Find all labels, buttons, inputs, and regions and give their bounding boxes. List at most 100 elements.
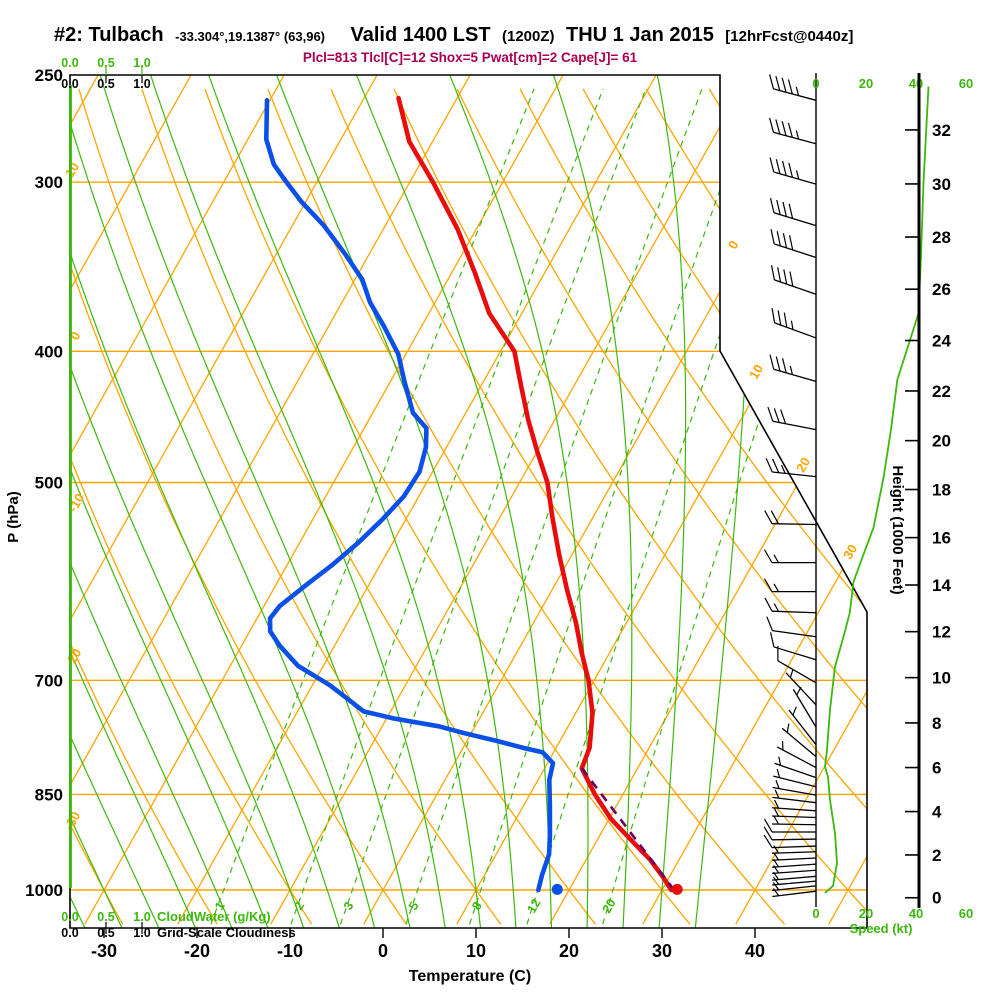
cloudwater-scale-top: 0.0: [61, 56, 78, 70]
moist-adiabat-line: [694, 75, 753, 928]
wind-barb-feather: [777, 310, 782, 326]
wind-barb-feather: [763, 834, 773, 848]
dry-adiabat-line: [708, 88, 867, 925]
moist-adiabat-line: [94, 75, 411, 928]
wind-barb-feather: [770, 265, 775, 281]
wind-barb: [771, 308, 817, 339]
height-tick-label: 32: [932, 121, 951, 140]
wind-barb-half-feather: [775, 779, 780, 789]
wind-barb-shaft: [771, 838, 817, 841]
wind-barb-shaft: [772, 629, 817, 638]
pressure-tick-label: 700: [35, 671, 63, 690]
surface-dots: [551, 883, 683, 895]
wind-barb-half-feather: [789, 668, 794, 678]
wind-barb-shaft: [772, 863, 817, 868]
wind-barb-feather: [767, 406, 774, 422]
wind-barb-feather: [775, 75, 781, 91]
wind-barb-feather: [769, 157, 775, 173]
wind-barb-half-feather: [792, 706, 797, 716]
wind-barb: [772, 845, 817, 854]
wind-barb-shaft: [772, 875, 817, 881]
wind-barb: [777, 645, 817, 684]
wind-barb-shaft: [772, 869, 817, 874]
wind-barb-shaft: [772, 857, 817, 861]
wind-barb-shaft: [792, 689, 817, 728]
moist-adiabat-line: [70, 75, 197, 928]
wind-barb-half-feather: [773, 865, 780, 874]
wind-barb-half-feather: [789, 365, 794, 375]
plot-border: [69, 74, 868, 929]
wind-barb-half-feather: [773, 815, 780, 825]
wind-barb-shaft: [773, 212, 817, 227]
pressure-tick-label: 500: [35, 474, 63, 493]
wind-barb-feather: [769, 117, 775, 133]
wind-barb-feather: [764, 510, 773, 524]
wind-barb-half-feather: [795, 170, 800, 180]
moist-adiabat-line: [653, 75, 687, 928]
dry-adiabat-line: [267, 88, 785, 925]
temperature-tick-label: -30: [91, 941, 117, 961]
wind-barb-feather: [764, 597, 773, 612]
mixing-ratio-line: [210, 88, 535, 925]
wind-barb: [763, 818, 816, 833]
wind-barb-shaft: [773, 88, 817, 101]
wind-barb-half-feather: [795, 86, 800, 96]
wind-barb: [772, 876, 817, 886]
wind-barb-feather: [763, 826, 773, 841]
wind-barb-shaft: [773, 243, 817, 259]
wind-barb: [772, 799, 817, 812]
wind-barb-shaft: [772, 880, 817, 886]
cloudiness-scale-top: 1.0: [133, 77, 150, 91]
wind-barb-shaft: [781, 727, 817, 758]
height-tick-label: 12: [932, 623, 951, 642]
wind-barb-feather: [770, 229, 775, 245]
wind-barb: [769, 197, 817, 227]
moist-adiabat-line: [70, 75, 160, 928]
wind-barb-shaft: [772, 815, 817, 819]
wind-barb: [769, 117, 817, 145]
wind-barb-feather: [789, 271, 794, 287]
wind-barb: [770, 229, 817, 259]
wind-barb: [772, 865, 817, 874]
isotherm-line: [70, 75, 292, 925]
wind-barb-shaft: [772, 807, 817, 812]
wind-barb: [772, 888, 817, 898]
wind-barb-half-feather: [772, 888, 780, 897]
temperature-tick-label: -10: [277, 941, 303, 961]
wind-barb-feather: [781, 160, 787, 176]
dry-adiabat-line: [70, 88, 218, 925]
title-zulu-time: (1200Z): [502, 28, 555, 45]
wind-barb-half-feather: [773, 603, 780, 612]
wind-barb-shaft: [771, 523, 817, 526]
height-tick-label: 2: [932, 846, 941, 865]
title-coordinates: -33.304°,19.1387° (63,96): [175, 29, 326, 44]
moist-adiabat-line: [547, 75, 633, 928]
pressure-tick-label: 400: [35, 342, 63, 361]
sounding-curves: [263, 95, 676, 893]
wind-barb-half-feather: [773, 807, 780, 817]
wind-barb: [769, 157, 817, 185]
isotherm-line: [84, 75, 571, 925]
mixing-ratio-label: 20: [600, 896, 619, 915]
height-axis-title: Height (1000 Feet): [889, 465, 906, 594]
dry-adiabat-line: [456, 88, 867, 925]
wind-barb: [772, 858, 817, 868]
speed-scale-label-bottom: 60: [959, 906, 973, 921]
wind-barb-shaft: [772, 851, 817, 854]
height-tick-label: 26: [932, 280, 951, 299]
isotherm-label: 10: [746, 362, 766, 382]
pressure-tick-label: 1000: [25, 881, 63, 900]
wind-barb: [772, 871, 817, 881]
wind-barb: [792, 686, 817, 728]
moist-adiabat-line: [70, 75, 341, 928]
height-tick-label: 16: [932, 529, 951, 548]
height-tick-label: 28: [932, 228, 951, 247]
mixing-ratio-label: 12: [524, 896, 543, 915]
height-tick-label: 24: [932, 331, 951, 350]
moist-adiabat-line: [349, 75, 553, 928]
wind-barb: [772, 807, 817, 819]
wind-barb-feather: [771, 308, 776, 323]
wind-barb-shaft: [785, 672, 817, 706]
